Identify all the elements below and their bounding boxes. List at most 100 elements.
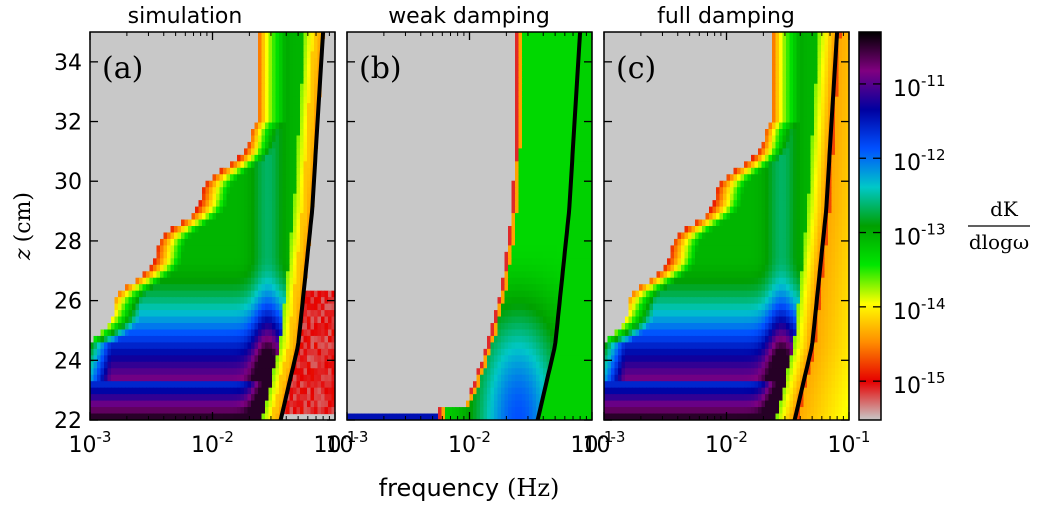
heatmap-cell [564,407,568,414]
heatmap-cell [269,310,273,317]
heatmap-cell [568,304,572,311]
heatmap-cell [550,220,554,227]
heatmap-cell [132,362,136,369]
heatmap-cell [230,291,234,298]
heatmap-cell [258,297,262,304]
heatmap-cell [293,252,297,259]
heatmap-cell [783,174,787,181]
heatmap-cell [578,97,582,104]
heatmap-cell [494,407,498,414]
heatmap-cell [526,342,530,349]
heatmap-cell [307,375,311,382]
heatmap-cell [832,232,836,239]
heatmap-cell [568,271,572,278]
heatmap-cell [269,148,273,155]
heatmap-cell [839,129,843,136]
heatmap-cell [550,278,554,285]
heatmap-cell [536,123,540,130]
heatmap-cell [216,200,220,207]
heatmap-cell [223,381,227,388]
heatmap-cell [283,97,287,104]
heatmap-cell [734,181,738,188]
heatmap-cell [487,362,491,369]
heatmap-cell [129,284,133,291]
heatmap-cell [720,200,724,207]
heatmap-cell [564,97,568,104]
heatmap-cell [174,239,178,246]
heatmap-cell [223,401,227,408]
heatmap-cell [321,336,325,343]
heatmap-cell [279,394,283,401]
heatmap-cell [821,129,825,136]
heatmap-cell [143,394,147,401]
heatmap-cell [818,58,822,65]
heatmap-cell [543,207,547,214]
heatmap-cell [519,258,523,265]
heatmap-cell [547,77,551,84]
heatmap-cell [248,368,252,375]
heatmap-cell [209,317,213,324]
heatmap-cell [325,336,329,343]
heatmap-cell [325,388,329,395]
heatmap-cell [108,381,112,388]
heatmap-cell [825,135,829,142]
heatmap-cell [132,388,136,395]
heatmap-cell [297,394,301,401]
heatmap-cell [111,381,115,388]
heatmap-cell [241,200,245,207]
heatmap-cell [311,38,315,45]
heatmap-cell [118,336,122,343]
heatmap-cell [258,291,262,298]
heatmap-cell [515,232,519,239]
heatmap-cell [304,135,308,142]
heatmap-cell [540,142,544,149]
heatmap-cell [314,310,318,317]
heatmap-cell [554,200,558,207]
heatmap-cell [265,284,269,291]
heatmap-cell [557,394,561,401]
heatmap-cell [251,258,255,265]
heatmap-cell [223,284,227,291]
heatmap-cell [564,187,568,194]
heatmap-cell [146,329,150,336]
heatmap-cell [164,407,168,414]
heatmap-cell [561,232,565,239]
heatmap-cell [111,388,115,395]
heatmap-cell [293,265,297,272]
heatmap-cell [265,362,269,369]
heatmap-cell [244,368,248,375]
heatmap-cell [153,381,157,388]
heatmap-cell [526,168,530,175]
heatmap-cell [786,116,790,123]
heatmap-cell [255,317,259,324]
heatmap-cell [108,323,112,330]
heatmap-cell [828,207,832,214]
heatmap-cell [276,329,280,336]
heatmap-cell [529,310,533,317]
heatmap-cell [842,187,846,194]
heatmap-cell [585,258,589,265]
heatmap-cell [568,258,572,265]
heatmap-cell [125,355,129,362]
heatmap-cell [283,135,287,142]
heatmap-cell [199,394,203,401]
heatmap-cell [143,323,147,330]
heatmap-cell [699,220,703,227]
heatmap-cell [241,297,245,304]
heatmap-cell [262,200,266,207]
heatmap-cell [244,181,248,188]
heatmap-cell [470,394,474,401]
heatmap-cell [818,71,822,78]
heatmap-cell [297,200,301,207]
heatmap-cell [762,213,766,220]
heatmap-cell [678,239,682,246]
heatmap-cell [842,174,846,181]
heatmap-cell [575,161,579,168]
heatmap-cell [223,323,227,330]
heatmap-cell [730,232,734,239]
heatmap-cell [762,181,766,188]
heatmap-cell [800,116,804,123]
heatmap-cell [800,220,804,227]
heatmap-cell [529,232,533,239]
heatmap-cell [501,323,505,330]
